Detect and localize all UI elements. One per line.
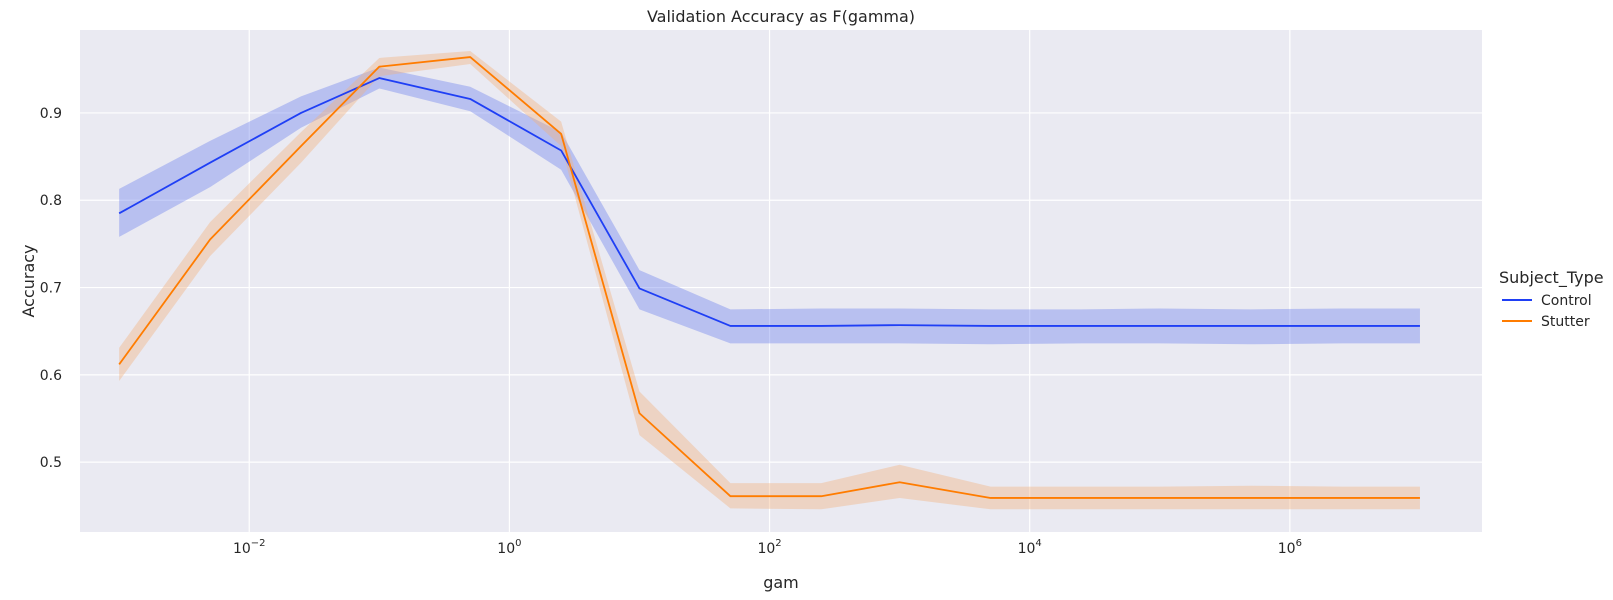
- plot-area: [80, 30, 1482, 532]
- legend-label-control: Control: [1541, 293, 1592, 309]
- y-tick-label: 0.7: [40, 281, 62, 297]
- x-tick-label: 106: [1278, 538, 1302, 557]
- confidence-bands: [119, 50, 1420, 510]
- y-tick-label: 0.6: [40, 368, 62, 384]
- legend: Subject_Type Control Stutter: [1499, 268, 1604, 330]
- x-axis-label: gam: [763, 573, 799, 592]
- stutter-line: [118, 56, 1420, 499]
- y-axis-ticks: 0.5 0.6 0.7 0.8 0.9: [40, 106, 62, 471]
- series-lines: [118, 56, 1420, 499]
- legend-label-stutter: Stutter: [1541, 314, 1590, 330]
- legend-title: Subject_Type: [1499, 268, 1604, 288]
- control-line: [118, 77, 1420, 327]
- x-tick-label: 100: [497, 538, 521, 557]
- gridlines: [80, 30, 1482, 532]
- x-tick-label: 10−2: [233, 538, 266, 557]
- control-confidence-band: [119, 67, 1420, 345]
- y-tick-label: 0.5: [40, 455, 62, 471]
- chart-title: Validation Accuracy as F(gamma): [647, 7, 915, 26]
- x-axis-ticks: 10−2 100 102 104 106: [233, 538, 1302, 557]
- y-tick-label: 0.8: [40, 193, 62, 209]
- x-tick-label: 104: [1018, 538, 1042, 557]
- y-tick-label: 0.9: [40, 106, 62, 122]
- x-tick-label: 102: [757, 538, 781, 557]
- y-axis-label: Accuracy: [19, 244, 38, 317]
